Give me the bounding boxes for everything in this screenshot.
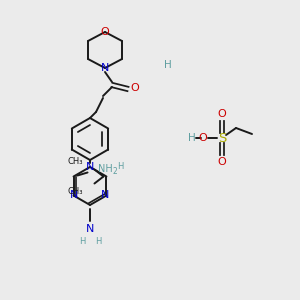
Text: O: O <box>199 133 207 143</box>
Text: N: N <box>70 190 79 200</box>
Text: N: N <box>86 162 94 172</box>
Text: O: O <box>130 83 140 93</box>
Text: O: O <box>100 27 109 37</box>
Text: H: H <box>95 236 101 245</box>
Text: H: H <box>164 60 172 70</box>
Text: 2: 2 <box>112 167 117 176</box>
Text: CH₃: CH₃ <box>68 187 83 196</box>
Text: N: N <box>101 63 109 73</box>
Text: S: S <box>218 131 226 145</box>
Text: N: N <box>86 224 94 234</box>
Text: O: O <box>218 157 226 167</box>
Text: N: N <box>101 190 110 200</box>
Text: O: O <box>218 109 226 119</box>
Text: NH: NH <box>98 164 112 173</box>
Text: H: H <box>79 236 85 245</box>
Text: H: H <box>118 162 124 171</box>
Text: CH₃: CH₃ <box>68 157 83 166</box>
Text: H: H <box>188 133 196 143</box>
